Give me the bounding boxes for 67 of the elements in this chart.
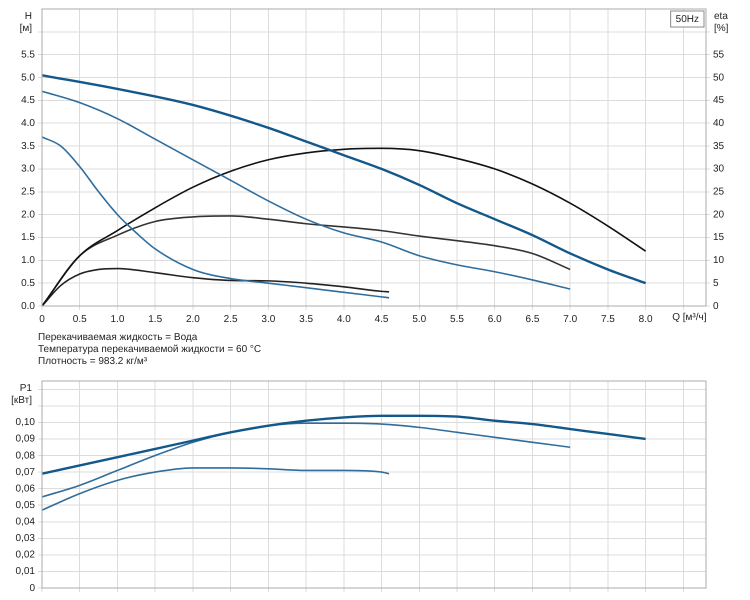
y-tick-label: 0,03 [16,533,36,544]
y2-tick-label: 20 [713,209,725,220]
y2-tick-label: 55 [713,49,725,60]
x-tick-label: 1.5 [148,314,163,325]
y-tick-label: 2.5 [21,186,36,198]
x-tick-label: 3.0 [261,314,276,325]
y2-tick-label: 0 [713,300,719,312]
y2-tick-label: 30 [713,164,725,175]
y-tick-label: 4.0 [21,118,36,129]
y-tick-label: 0,09 [16,434,36,445]
x-axis-title: Q [м³/ч] [672,312,707,323]
x-tick-label: 1.0 [110,314,125,325]
line-series [42,136,390,299]
y-tick-label: 3.0 [21,164,36,175]
y-tick-label: 4.5 [21,95,36,106]
y-tick-label: 0.0 [21,300,36,312]
y-axis-title: H [м] [20,10,32,34]
y-tick-label: 1.5 [21,232,36,244]
text: Перекачиваемая жидкость = Вода [38,332,198,344]
x-tick-label: 6.5 [526,314,540,325]
x-tick-label: 0 [39,314,46,325]
x-tick-label: 6.0 [488,314,502,325]
line-series [42,467,390,511]
line-series [42,74,647,284]
y-tick-label: 0,07 [16,466,36,478]
text: Плотность = 983.2 кг/м³ [38,356,148,368]
y-tick-label: 0,04 [16,516,36,528]
x-tick-label: 7.5 [600,314,616,325]
y-tick-label: 0 [29,582,36,594]
y2-tick-label: 5 [713,278,719,289]
y-tick-label: 0.5 [21,278,36,289]
text: 50Hz [676,14,700,25]
y2-tick-label: 25 [713,186,725,198]
x-tick-label: 7.0 [563,314,578,325]
x-tick-label: 0.5 [72,314,88,325]
y-tick-label: 0,08 [16,450,36,462]
x-tick-label: 5.5 [450,314,464,325]
y2-tick-label: 40 [713,118,725,129]
x-tick-label: 8.0 [638,314,654,325]
x-tick-label: 5.0 [412,314,427,325]
y-tick-label: 0,02 [16,550,36,561]
y-tick-label: 0,01 [16,566,36,578]
y-tick-label: 3.5 [21,140,36,152]
x-tick-label: 2.5 [224,314,238,325]
y-tick-label: 0,10 [16,417,36,428]
x-tick-label: 4.5 [374,314,389,325]
y-axis-title: P1 [кВт] [11,382,32,406]
y-tick-label: 1.0 [21,255,36,266]
y2-tick-label: 35 [713,140,725,152]
y-tick-label: 2.0 [21,209,36,220]
y-tick-label: 0,05 [16,500,36,511]
y-tick-label: 5.0 [21,72,36,84]
x-tick-label: 4.0 [336,314,352,325]
x-tick-label: 3.5 [299,314,314,325]
line-series [42,268,390,306]
x-tick-label: 2.0 [186,314,200,325]
line-series [42,414,647,475]
y2-axis-title: eta [%] [714,10,729,34]
line-series [42,90,571,290]
y2-tick-label: 50 [713,72,725,84]
y-tick-label: 5.5 [21,49,36,60]
y2-tick-label: 45 [713,95,725,106]
y-tick-label: 0,06 [16,483,36,494]
y2-tick-label: 10 [713,255,725,266]
text: Температура перекачиваемой жидкости = 60 °C [38,344,262,356]
line-series [42,148,646,306]
y2-tick-label: 15 [713,232,725,244]
